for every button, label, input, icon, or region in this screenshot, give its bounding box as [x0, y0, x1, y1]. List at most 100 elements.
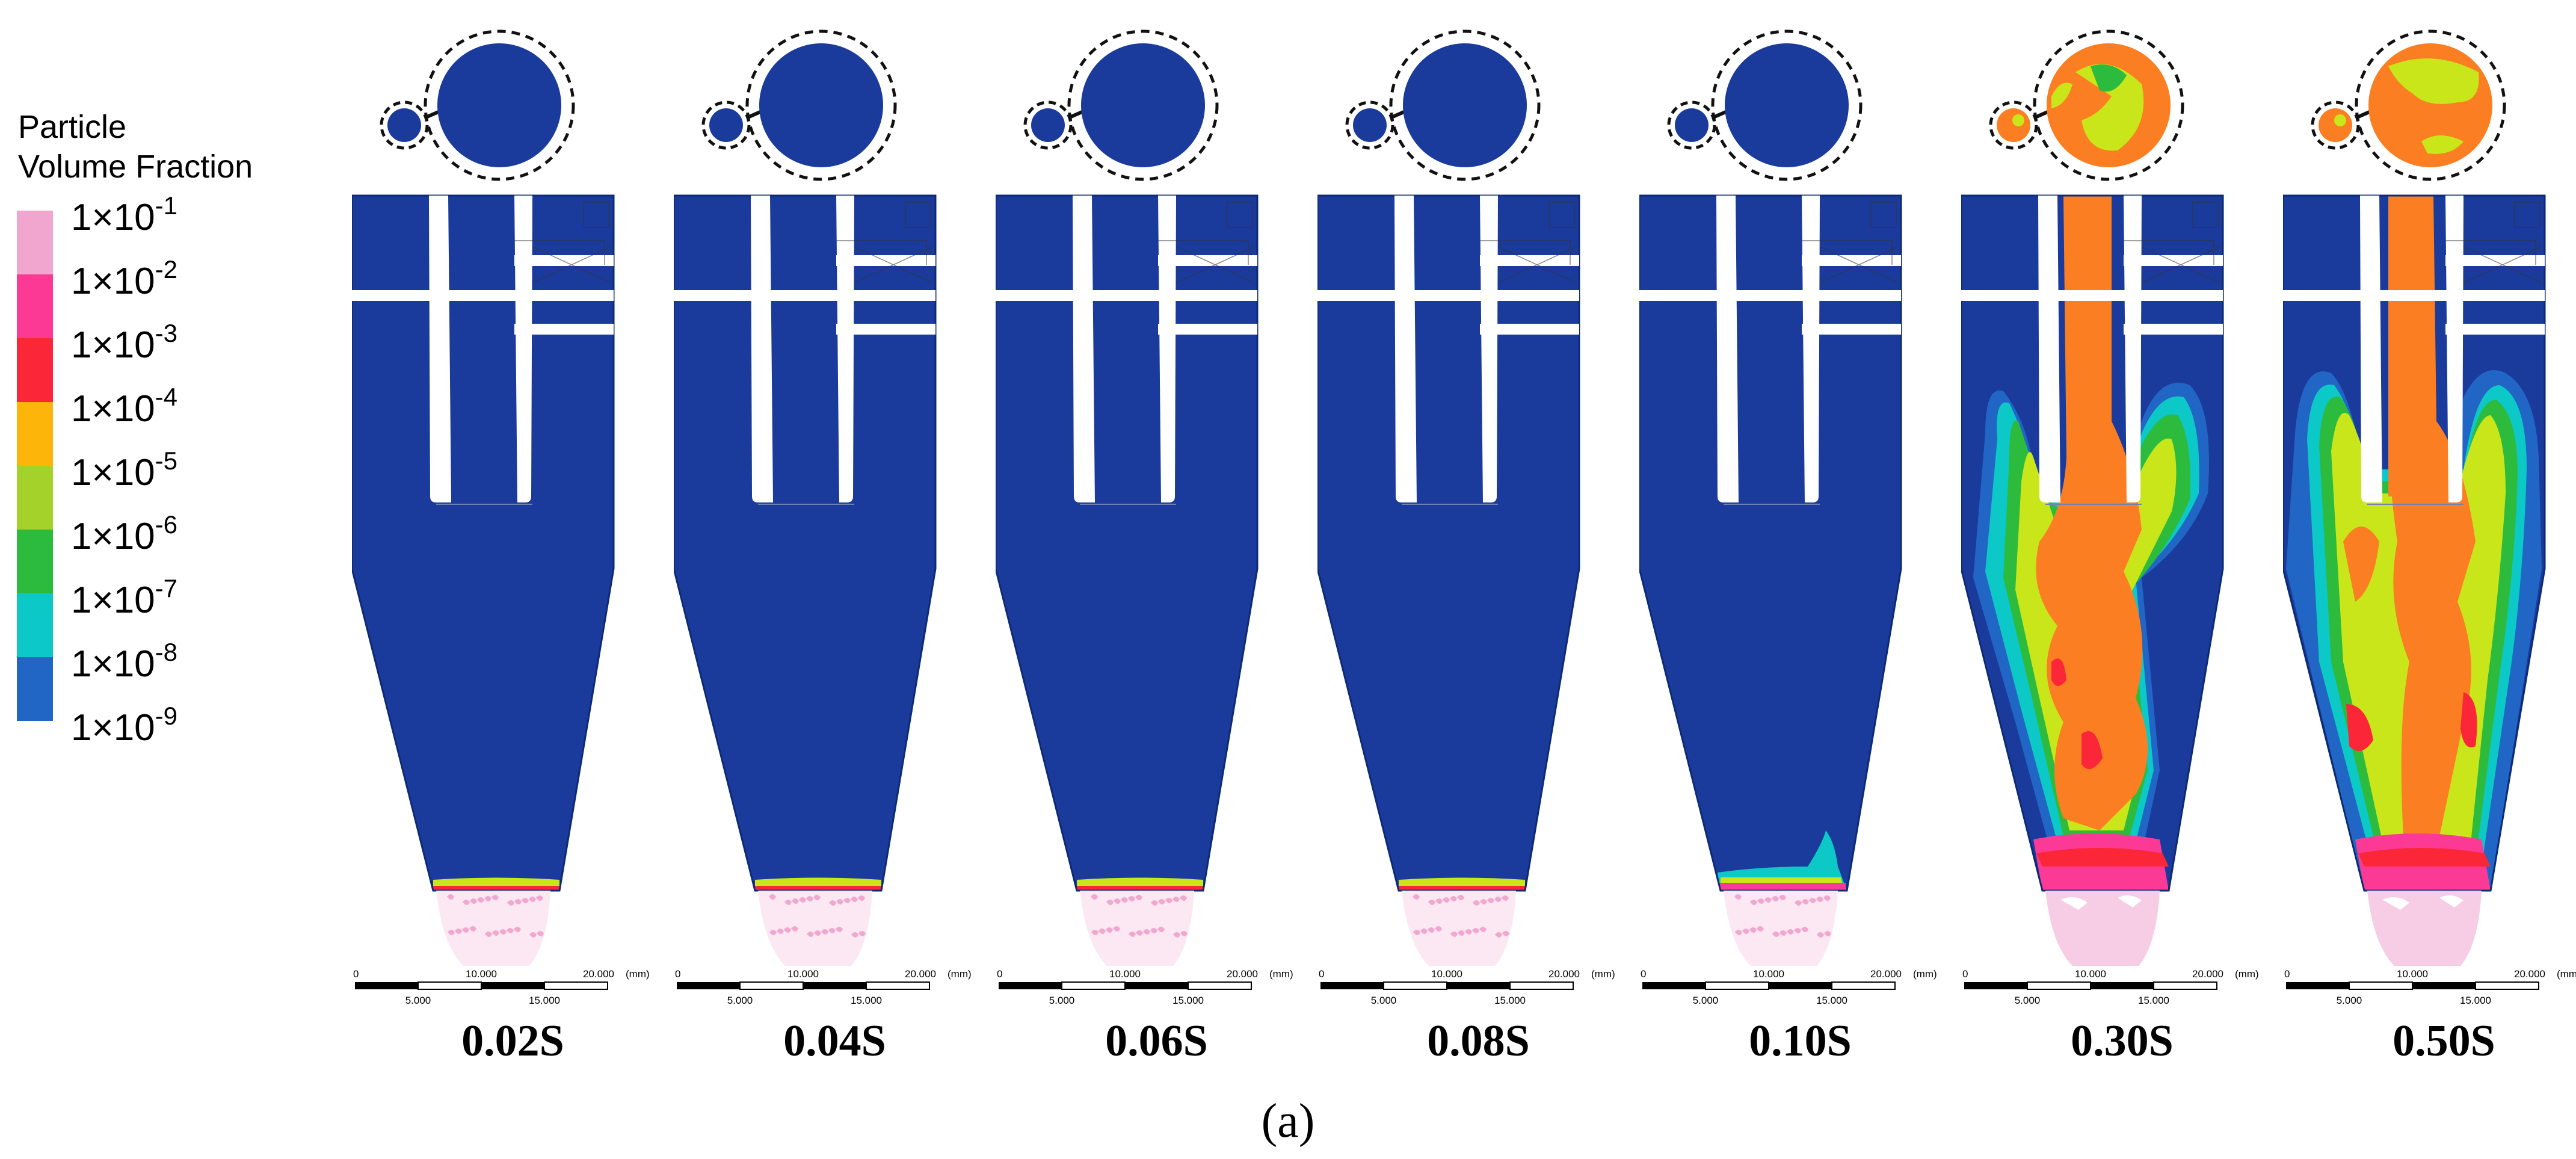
cyclone-contour: 0 10.000 20.000 (mm) 5.000 15.000 [1961, 29, 2259, 1006]
legend-level-label: 1×10-3 [71, 319, 178, 366]
inlet-duct [2445, 255, 2545, 266]
scale-bar: 0 10.000 20.000 (mm) 5.000 15.000 [675, 968, 972, 1006]
inlet-duct [2283, 290, 2545, 301]
body-outline [674, 194, 937, 892]
scale-bar-segment [2091, 982, 2154, 989]
large-section-outline [424, 29, 575, 181]
small-section-core [2334, 114, 2346, 126]
section-zone [2051, 82, 2072, 108]
large-section-fill [1081, 43, 1205, 167]
scale-tick-label: 0 [1319, 968, 1324, 980]
scale-bar-segment [1509, 981, 1574, 990]
panel-0-06s: 0 10.000 20.000 (mm) 5.000 15.000 0.06S [996, 0, 1317, 1066]
legend-level-label: 1×10-2 [71, 255, 178, 302]
body-outline [996, 194, 1259, 892]
scale-tick-label: 20.000 [583, 968, 614, 980]
inlet-duct [836, 255, 935, 266]
scale-bar-segment [1705, 981, 1769, 990]
scale-bar-segment [1964, 982, 2027, 989]
time-label: 0.30S [2071, 1016, 2174, 1066]
time-label: 0.06S [1105, 1016, 1208, 1066]
legend-swatch [17, 657, 53, 721]
vortex-finder-wall [751, 196, 773, 502]
legend-swatch [17, 274, 53, 338]
small-section-outline [1667, 100, 1716, 150]
scale-bar: 0 10.000 20.000 (mm) 5.000 15.000 [2284, 968, 2576, 1006]
panel-0-30s: 0 10.000 20.000 (mm) 5.000 15.000 0.30S [1961, 0, 2283, 1066]
scale-unit-label: (mm) [2557, 968, 2576, 980]
large-section-outline [2033, 29, 2184, 181]
legend-title: Particle Volume Fraction [18, 107, 253, 187]
scale-tick-label: 0 [1641, 968, 1646, 980]
scale-tick-label: 0 [2284, 968, 2290, 980]
inlet-duct [1480, 324, 1579, 335]
scale-tick-label: 0 [1962, 968, 1968, 980]
legend-level-label: 1×10-1 [71, 191, 178, 238]
scale-subtick-label: 15.000 [1172, 995, 1204, 1006]
scale-subtick-label: 5.000 [727, 995, 753, 1006]
inlet-duct [1802, 324, 1901, 335]
scale-bar-segment [1188, 981, 1252, 990]
contour-zone [2358, 848, 2491, 867]
scale-tick-label: 10.000 [1431, 968, 1462, 980]
contour-zone [433, 886, 559, 891]
scale-bar: 0 10.000 20.000 (mm) 5.000 15.000 [1319, 968, 1615, 1006]
small-section-fill [709, 108, 743, 142]
scale-unit-label: (mm) [1269, 968, 1293, 980]
vortex-core [2072, 196, 2112, 436]
vortex-finder-wall [1394, 196, 1417, 502]
contour-zone [1077, 886, 1203, 891]
legend-color-bar [17, 211, 53, 721]
scale-subtick-label: 15.000 [1494, 995, 1526, 1006]
small-section-outline [1345, 100, 1394, 150]
scale-unit-label: (mm) [1913, 968, 1937, 980]
legend-swatch [17, 466, 53, 530]
inlet-duct [1158, 255, 1257, 266]
legend-swatch [17, 530, 53, 593]
scale-tick-label: 10.000 [2397, 968, 2428, 980]
dust-hopper [758, 891, 872, 966]
inlet-duct [1317, 290, 1579, 301]
time-label: 0.02S [461, 1016, 564, 1066]
inlet-duct [1961, 290, 2223, 301]
scale-subtick-label: 5.000 [1693, 995, 1719, 1006]
inlet-mesh-lines [2445, 240, 2542, 283]
inlet-duct [2445, 324, 2545, 335]
legend-level-label: 1×10-6 [71, 510, 178, 557]
scale-bar-segment [2027, 981, 2091, 990]
outlet-marker [2192, 202, 2219, 228]
scale-tick-label: 20.000 [1548, 968, 1580, 980]
scale-tick-label: 0 [675, 968, 680, 980]
dust-hopper [1402, 891, 1516, 966]
dust-hopper [2045, 891, 2160, 966]
legend-swatch [17, 211, 53, 274]
vortex-finder-wall [1073, 196, 1095, 502]
legend-title-line2: Volume Fraction [18, 149, 253, 185]
inlet-duct [836, 324, 935, 335]
large-section-outline [1711, 29, 1863, 181]
scale-bar-segment [2286, 982, 2349, 989]
cyclone-contour: 0 10.000 20.000 (mm) 5.000 15.000 [1317, 29, 1615, 1006]
scale-subtick-label: 15.000 [1816, 995, 1847, 1006]
large-section-fill [437, 43, 561, 167]
small-section-outline [1023, 100, 1073, 150]
inlet-duct [514, 324, 614, 335]
legend-level-label: 1×10-4 [71, 383, 178, 430]
scale-bar-segment [1383, 981, 1447, 990]
panel-0-02s: 0 10.000 20.000 (mm) 5.000 15.000 0.02S [352, 0, 674, 1066]
inlet-duct [514, 255, 614, 266]
scale-tick-label: 10.000 [787, 968, 819, 980]
scale-tick-label: 20.000 [2192, 968, 2223, 980]
hopper-highlight [2060, 895, 2142, 910]
outlet-marker [2514, 202, 2541, 228]
scale-tick-label: 0 [997, 968, 1002, 980]
large-section-outline [1389, 29, 1541, 181]
scale-bar-segment [1769, 982, 1832, 989]
scale-bar: 0 10.000 20.000 (mm) 5.000 15.000 [353, 968, 650, 1006]
legend-level-label: 1×10-9 [71, 702, 178, 749]
section-zone [2388, 58, 2479, 104]
section-zone [2421, 135, 2464, 154]
contour-zone [1399, 886, 1525, 891]
scale-tick-label: 20.000 [905, 968, 936, 980]
legend-level-label: 1×10-7 [71, 574, 178, 621]
